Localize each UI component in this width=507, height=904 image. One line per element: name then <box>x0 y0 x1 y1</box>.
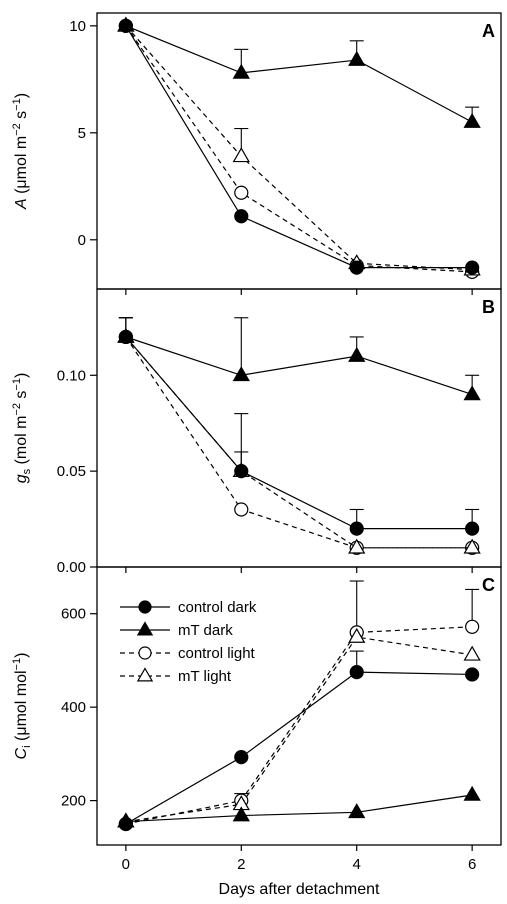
data-point <box>348 538 366 554</box>
legend-entry: mT light <box>178 668 232 685</box>
panel-frame <box>96 288 502 568</box>
data-point <box>463 385 481 401</box>
x-tick-label: 2 <box>237 856 245 873</box>
panel-label: A <box>482 21 495 41</box>
series-line <box>125 25 473 269</box>
series-control-dark <box>118 650 480 832</box>
series-line <box>125 336 473 549</box>
data-point <box>117 812 135 828</box>
legend-marker <box>136 667 154 682</box>
data-point <box>234 502 249 517</box>
series-control-light <box>118 580 480 832</box>
series-line <box>125 336 473 549</box>
data-point <box>117 327 135 343</box>
series-line <box>125 794 473 823</box>
data-point <box>117 16 135 32</box>
x-tick-label: 0 <box>122 856 130 873</box>
data-point <box>465 521 480 536</box>
data-point <box>348 803 366 819</box>
data-point <box>349 260 364 275</box>
series-mT-dark <box>117 317 481 401</box>
x-tick-label: 4 <box>353 856 361 873</box>
data-point <box>465 667 480 682</box>
y-tick-label: 0.00 <box>57 559 86 576</box>
y-tick-label: 5 <box>78 125 86 142</box>
data-point <box>348 50 366 66</box>
series-line <box>125 636 473 823</box>
legend-entry: control dark <box>178 599 257 616</box>
y-tick-label: 10 <box>69 18 86 35</box>
series-line <box>125 336 473 530</box>
y-tick-label: 400 <box>61 699 86 716</box>
data-point <box>348 346 366 362</box>
y-tick-label: 0.05 <box>57 463 86 480</box>
panel-B: 0.00 0.05 0.10 Bgs (mol m−2 s−1) <box>11 288 502 576</box>
data-point <box>465 619 480 634</box>
x-axis-label: Days after detachment <box>219 881 381 898</box>
data-point <box>465 260 480 275</box>
x-tick-label: 6 <box>468 856 476 873</box>
data-point <box>232 806 250 822</box>
data-point <box>349 521 364 536</box>
panel-frame <box>96 566 502 846</box>
data-point <box>234 185 249 200</box>
data-point <box>234 464 249 479</box>
series-line <box>125 25 473 271</box>
series-control-light <box>118 18 480 279</box>
series-control-dark <box>118 18 480 275</box>
data-point <box>234 750 249 765</box>
legend-entry: mT dark <box>178 622 233 639</box>
panel-frame <box>96 12 502 290</box>
data-point <box>349 665 364 680</box>
legend-marker <box>136 621 154 636</box>
legend-marker <box>138 646 152 660</box>
legend-entry: control light <box>178 645 256 662</box>
series-mT-dark <box>117 16 481 128</box>
series-line <box>125 336 473 396</box>
panel-label: C <box>482 575 495 595</box>
data-point <box>463 645 481 661</box>
series-line <box>125 671 473 825</box>
panel-C: 200 400 600 C Ci (μmol mol−1) <box>11 566 502 851</box>
y-axis-label: Ci (μmol mol−1) <box>11 653 33 760</box>
y-axis-label: A (μmol m−2 s−1) <box>11 93 30 210</box>
y-axis-label: gs (mol m−2 s−1) <box>11 373 33 484</box>
data-point <box>232 366 250 382</box>
y-tick-label: 0.10 <box>57 367 86 384</box>
panel-label: B <box>482 297 495 317</box>
legend-marker <box>138 600 152 614</box>
data-point <box>234 209 249 224</box>
y-tick-label: 200 <box>61 793 86 810</box>
data-point <box>232 63 250 79</box>
data-point <box>348 627 366 643</box>
data-point <box>463 112 481 128</box>
series-control-dark <box>118 317 480 536</box>
series-line <box>125 25 473 123</box>
legend: control dark mT dark control light mT light <box>120 599 257 685</box>
y-tick-label: 0 <box>78 232 86 249</box>
series-mT-light <box>117 16 481 276</box>
y-tick-label: 600 <box>61 606 86 623</box>
series-mT-dark <box>117 785 481 828</box>
panel-A: 0 5 10 A A (μmol m−2 s−1) <box>11 12 502 295</box>
data-point <box>232 147 250 163</box>
data-point <box>463 538 481 554</box>
data-point <box>463 785 481 801</box>
series-line <box>125 626 473 825</box>
series-line <box>125 25 473 273</box>
series-control-light <box>118 329 480 555</box>
